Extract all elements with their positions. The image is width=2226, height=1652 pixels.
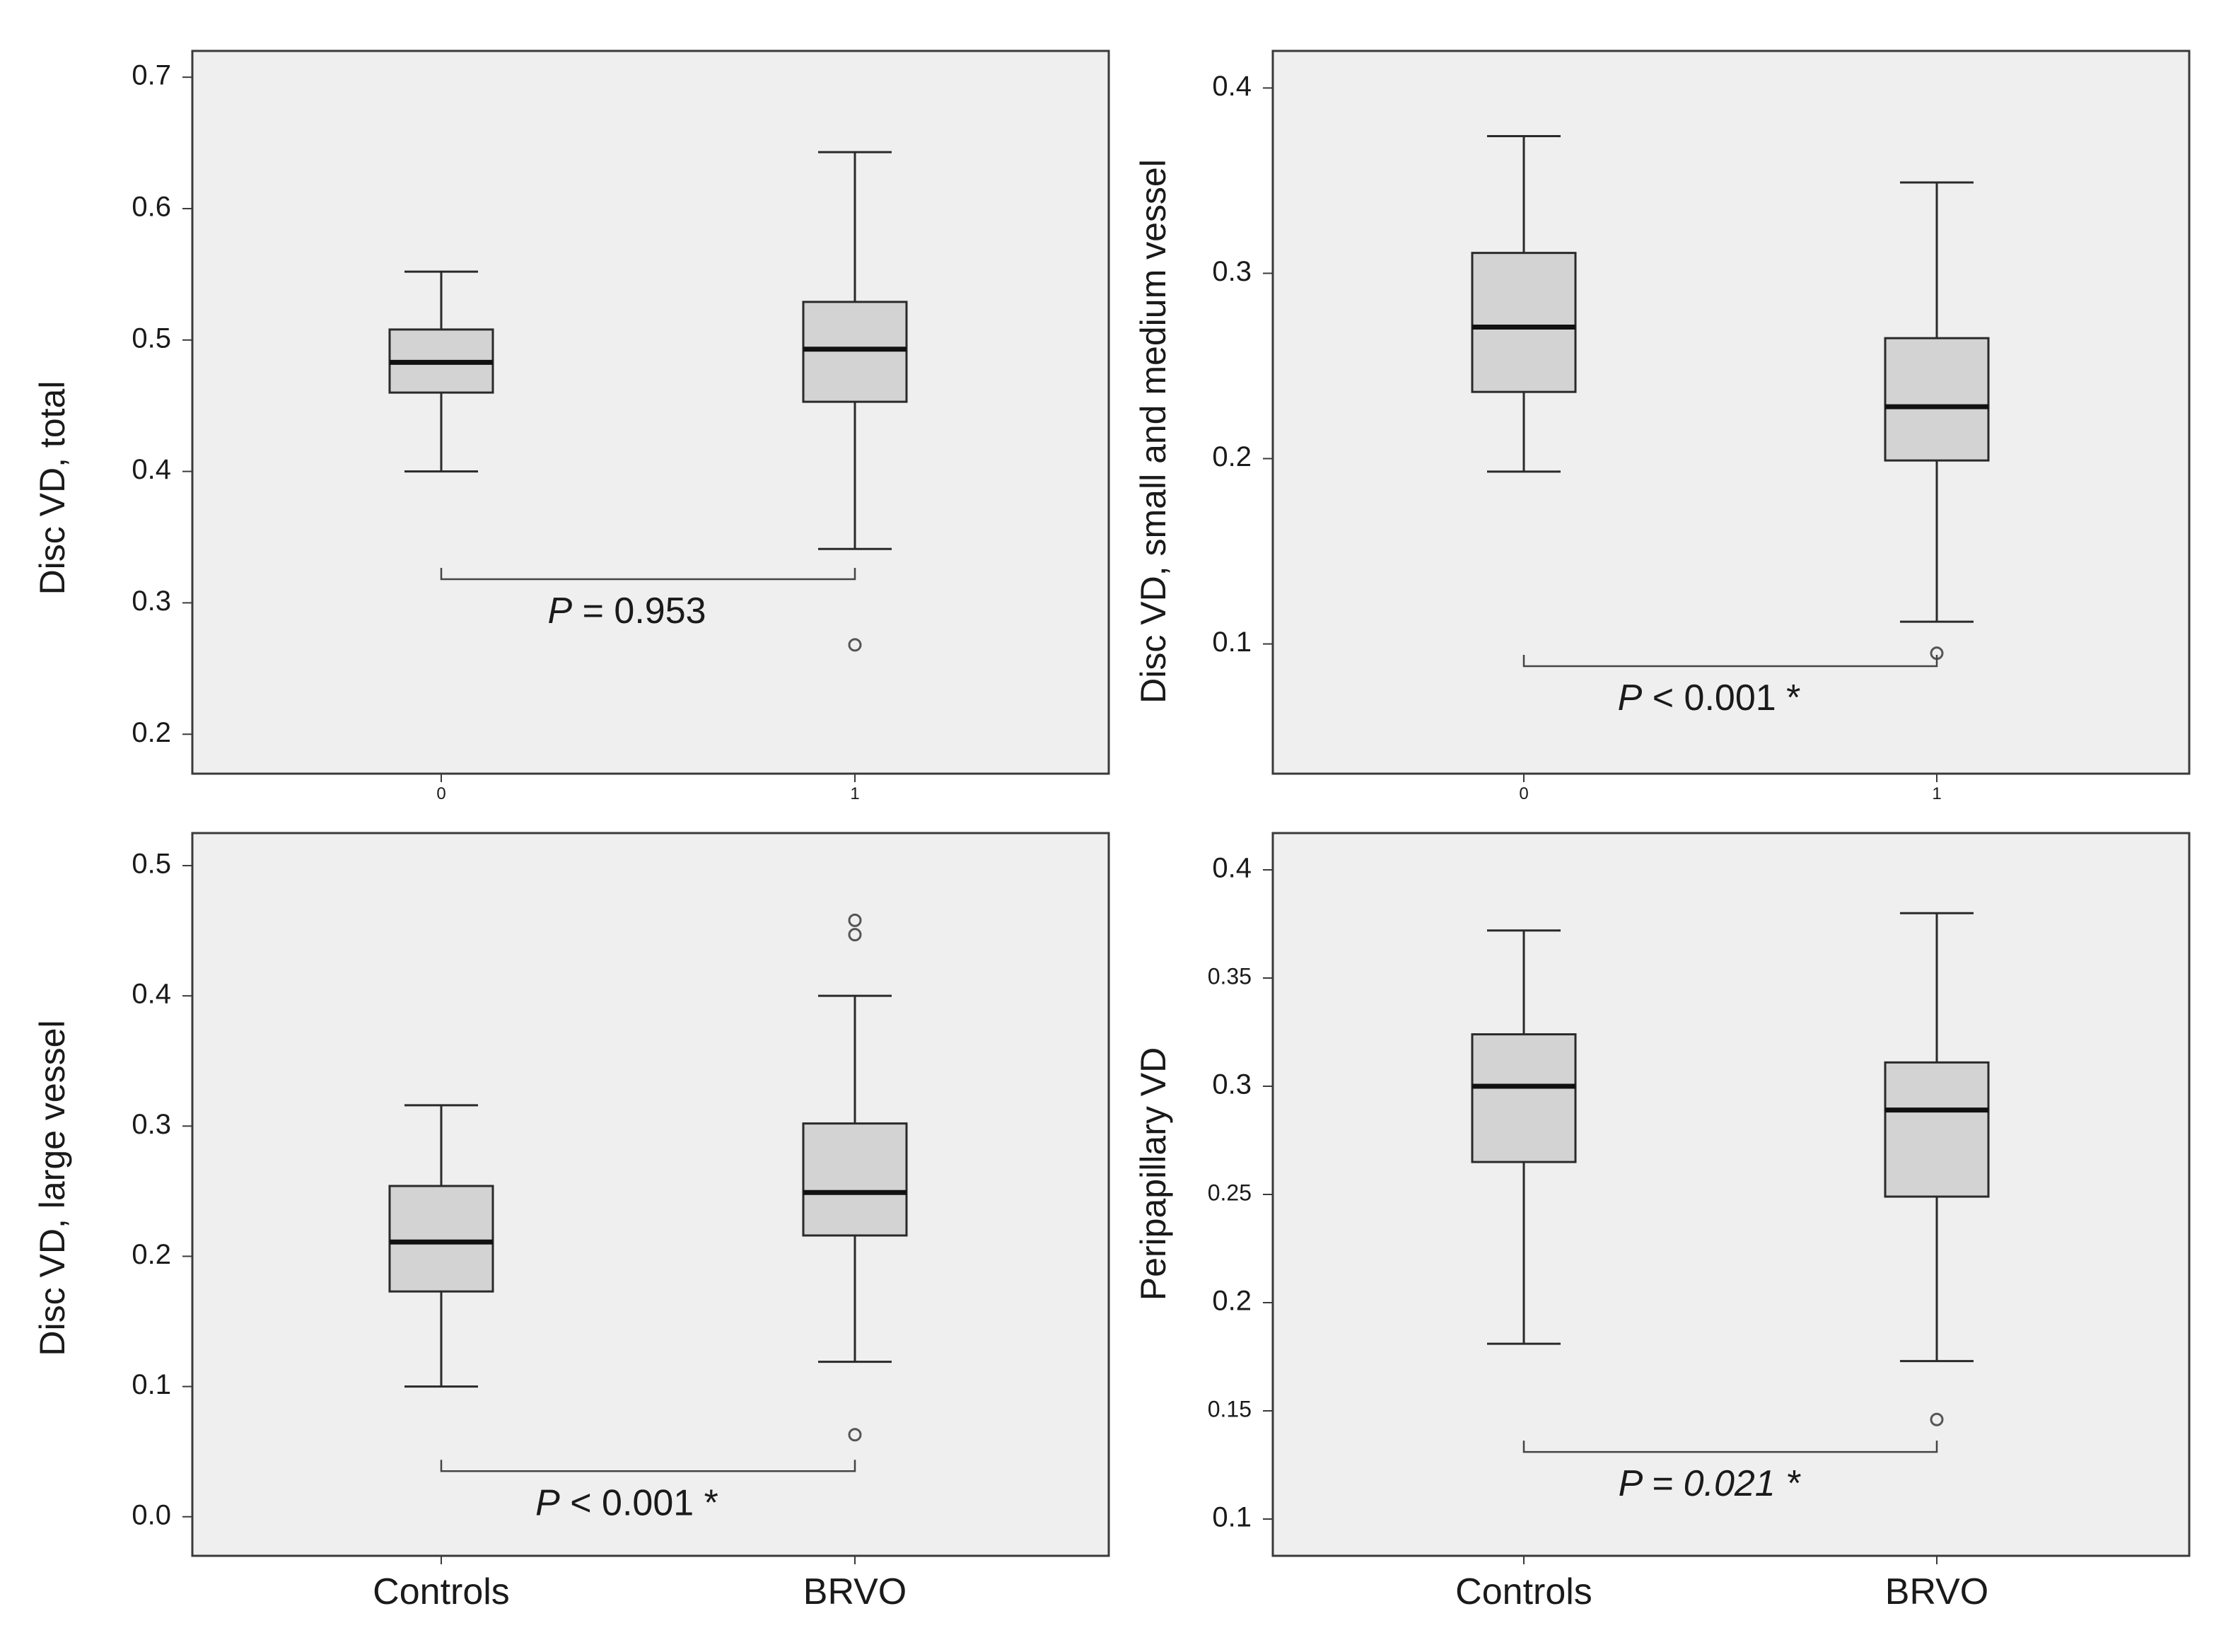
p-value-italic: P = 0.021 *: [1619, 1463, 1802, 1504]
box-controls: [388, 1104, 494, 1388]
iqr-box: [1471, 1033, 1577, 1163]
y-tick-label: 0.2: [132, 717, 171, 748]
p-value-label: P = 0.953: [547, 591, 706, 632]
y-axis-label: Disc VD, small and medium vessel: [1134, 159, 1173, 704]
y-axis-label: Disc VD, large vessel: [33, 1020, 72, 1356]
y-tick-label: 0.2: [132, 1239, 171, 1270]
y-tick-label: 0.35: [1208, 963, 1252, 989]
p-value-italic: P: [535, 1482, 560, 1523]
plot-area: [1271, 832, 2191, 1557]
box-brvo: [1884, 912, 1990, 1426]
outlier-point: [848, 928, 862, 942]
y-tick-label: 0.25: [1208, 1180, 1252, 1205]
panel-4: 0.1 0.15 0.2 0.25 0.3 0.35 0.4 Controls BRVO Peri…: [1134, 832, 2191, 1612]
plot-area: [1271, 50, 2191, 775]
outlier-point: [848, 913, 862, 927]
y-tick-label: 0.4: [132, 454, 171, 485]
outlier-point: [848, 1428, 862, 1442]
box-controls: [1471, 929, 1577, 1345]
p-value-italic: P: [1618, 677, 1643, 719]
y-axis-label: Peripapillary VD: [1134, 1047, 1173, 1301]
y-tick-label: 0.5: [132, 849, 171, 880]
significance-bracket: [1522, 1441, 1938, 1453]
y-tick-label: 0.1: [1212, 627, 1252, 658]
y-tick-label: 0.0: [132, 1499, 171, 1530]
box-controls: [1471, 135, 1577, 473]
x-tick-label: 0: [1519, 784, 1528, 803]
significance-bracket: [1522, 655, 1938, 668]
outlier-point: [848, 638, 862, 652]
x-tick-label: Controls: [1455, 1571, 1592, 1612]
y-tick-label: 0.4: [1212, 853, 1252, 884]
iqr-box: [1471, 252, 1577, 393]
p-value-label: P = 0.021 *: [1619, 1463, 1802, 1504]
box-brvo: [802, 151, 908, 652]
y-tick-label: 0.3: [1212, 256, 1252, 287]
y-tick-label: 0.2: [1212, 441, 1252, 472]
box-controls: [388, 270, 494, 473]
y-tick-label: 0.15: [1208, 1396, 1252, 1421]
x-tick-label: BRVO: [1885, 1571, 1988, 1612]
y-tick-label: 0.6: [132, 192, 171, 223]
y-tick-label: 0.4: [132, 979, 171, 1010]
y-tick-label: 0.3: [1212, 1069, 1252, 1100]
y-axis-label: Disc VD, total: [33, 381, 72, 595]
iqr-box: [802, 1122, 908, 1237]
x-tick-label: 0: [436, 784, 445, 803]
plot-area: [191, 832, 1110, 1557]
y-tick-label: 0.2: [1212, 1286, 1252, 1317]
panel-1: 0.2 0.3 0.4 0.5 0.6 0.7 0 1 Disc VD, total P = 0.…: [33, 50, 1110, 803]
outlier-point: [1930, 1412, 1944, 1426]
p-value-rest: < 0.001 *: [1642, 677, 1800, 719]
y-tick-label: 0.3: [132, 1109, 171, 1140]
y-tick-label: 0.3: [132, 586, 171, 617]
box-brvo: [802, 913, 908, 1442]
panel-3: 0.0 0.1 0.2 0.3 0.4 0.5 Controls BRVO Disc VD, l…: [33, 832, 1110, 1612]
p-value-label: P < 0.001 *: [535, 1482, 718, 1523]
iqr-box: [1884, 337, 1990, 462]
iqr-box: [1884, 1061, 1990, 1198]
iqr-box: [388, 1185, 494, 1293]
y-tick-label: 0.5: [132, 322, 171, 354]
panel-2: 0.1 0.2 0.3 0.4 0 1 Disc VD, small and medium …: [1134, 50, 2191, 803]
x-tick-label: BRVO: [803, 1571, 907, 1612]
p-value-label: P < 0.001 *: [1618, 677, 1801, 719]
y-tick-label: 0.1: [1212, 1502, 1252, 1533]
y-tick-label: 0.4: [1212, 71, 1252, 102]
x-tick-label: 1: [1932, 784, 1941, 803]
significance-bracket: [440, 567, 856, 581]
plot-area: [191, 50, 1110, 775]
box-brvo: [1884, 181, 1990, 661]
y-tick-label: 0.1: [132, 1369, 171, 1400]
y-tick-label: 0.7: [132, 60, 171, 91]
p-value-italic: P: [547, 591, 572, 632]
iqr-box: [802, 301, 908, 403]
p-value-rest: = 0.953: [572, 591, 706, 632]
x-tick-label: Controls: [373, 1571, 510, 1612]
significance-bracket: [440, 1460, 856, 1472]
x-tick-label: 1: [850, 784, 859, 803]
p-value-rest: < 0.001 *: [560, 1482, 718, 1523]
